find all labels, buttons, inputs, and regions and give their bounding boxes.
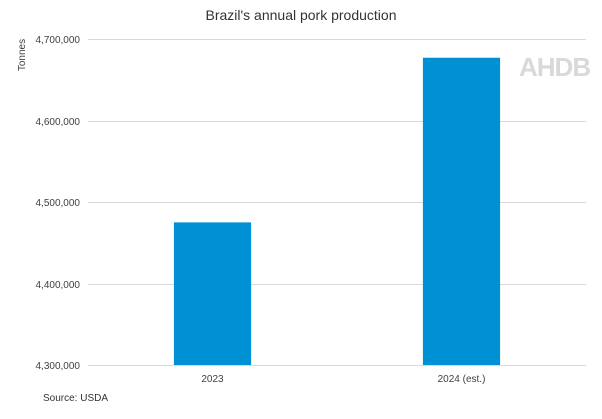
x-tick-labels: 2023 2024 (est.) (201, 374, 485, 385)
y-tick-label: 4,400,000 (36, 280, 81, 291)
y-tick-label: 4,700,000 (36, 35, 81, 46)
x-tick-label: 2023 (201, 374, 224, 385)
chart-title: Brazil's annual pork production (205, 7, 396, 23)
source-note: Source: USDA (43, 393, 108, 404)
y-tick-labels: 4,300,000 4,400,000 4,500,000 4,600,000 4,70… (36, 35, 81, 372)
bar-0 (173, 222, 252, 365)
bars (173, 57, 501, 366)
bar-1 (422, 57, 501, 366)
logo-ahdb: AHDB (519, 52, 590, 82)
gridlines (88, 39, 586, 366)
x-tick-label: 2024 (est.) (438, 374, 486, 385)
y-tick-label: 4,600,000 (36, 117, 81, 128)
y-tick-label: 4,300,000 (36, 361, 81, 372)
y-axis-label: Tonnes (17, 39, 28, 71)
y-tick-label: 4,500,000 (36, 198, 81, 209)
